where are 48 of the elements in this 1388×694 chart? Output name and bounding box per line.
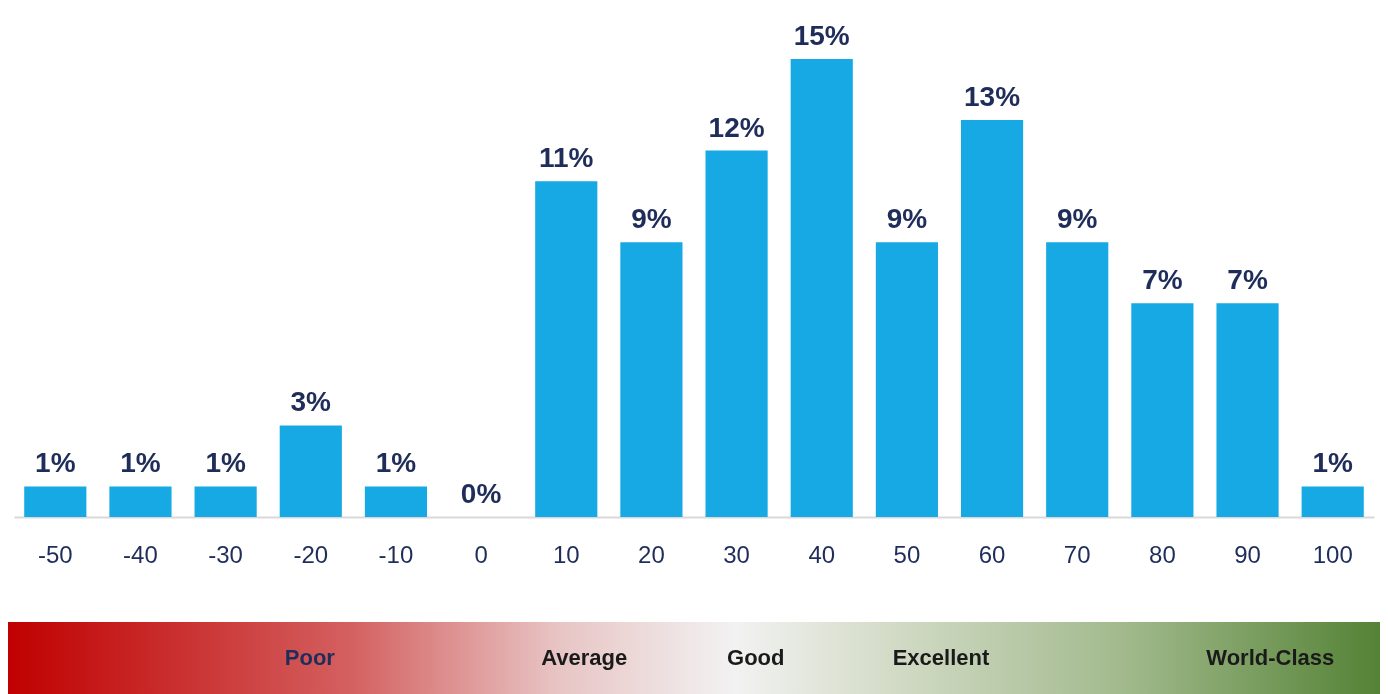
bar — [620, 242, 683, 517]
data-label: 13% — [964, 81, 1021, 113]
data-label: 9% — [1056, 203, 1098, 235]
bar — [24, 486, 87, 517]
x-tick-label: 20 — [638, 540, 665, 568]
data-label: 1% — [120, 447, 161, 479]
bar — [705, 150, 768, 517]
x-tick-label: -20 — [293, 540, 329, 568]
data-label: 9% — [631, 203, 672, 235]
bar — [1131, 303, 1194, 517]
bar — [960, 120, 1024, 517]
bar — [875, 242, 938, 517]
data-label: 0% — [460, 478, 502, 509]
rating-scale: Poor Average Good Excellent World-Class — [8, 622, 1380, 694]
bar — [1216, 303, 1279, 517]
x-tick-label: -10 — [378, 540, 414, 568]
x-tick-label: 0 — [474, 540, 488, 568]
data-label: 7% — [1142, 264, 1183, 296]
bar — [790, 59, 853, 517]
data-label: 3% — [290, 386, 332, 418]
x-tick-label: 70 — [1063, 540, 1091, 568]
data-label: 7% — [1227, 264, 1268, 296]
x-tick-label: 40 — [808, 540, 836, 568]
bar — [535, 181, 598, 517]
data-label: 9% — [886, 203, 928, 235]
x-tick-label: 80 — [1149, 540, 1176, 568]
x-tick-label: 30 — [723, 540, 750, 568]
x-tick-label: 50 — [893, 540, 921, 568]
data-label: 1% — [205, 447, 246, 479]
data-label: 1% — [35, 447, 76, 479]
data-label: 1% — [1312, 447, 1354, 479]
bar — [109, 486, 172, 517]
data-label: 11% — [539, 142, 594, 174]
x-tick-label: 60 — [978, 540, 1006, 568]
x-tick-label: -30 — [208, 540, 243, 568]
x-tick-label: -40 — [123, 540, 158, 568]
bar — [364, 486, 428, 517]
x-tick-label: 90 — [1234, 540, 1261, 568]
data-label: 12% — [708, 111, 765, 143]
bar — [194, 486, 257, 517]
bar — [279, 425, 342, 517]
x-tick-label: 10 — [552, 540, 580, 568]
data-label: 15% — [793, 20, 850, 51]
bar — [1046, 242, 1109, 517]
bar — [1301, 486, 1364, 517]
x-tick-label: -50 — [37, 540, 73, 568]
x-tick-label: 100 — [1312, 540, 1353, 568]
data-label: 1% — [375, 447, 417, 479]
